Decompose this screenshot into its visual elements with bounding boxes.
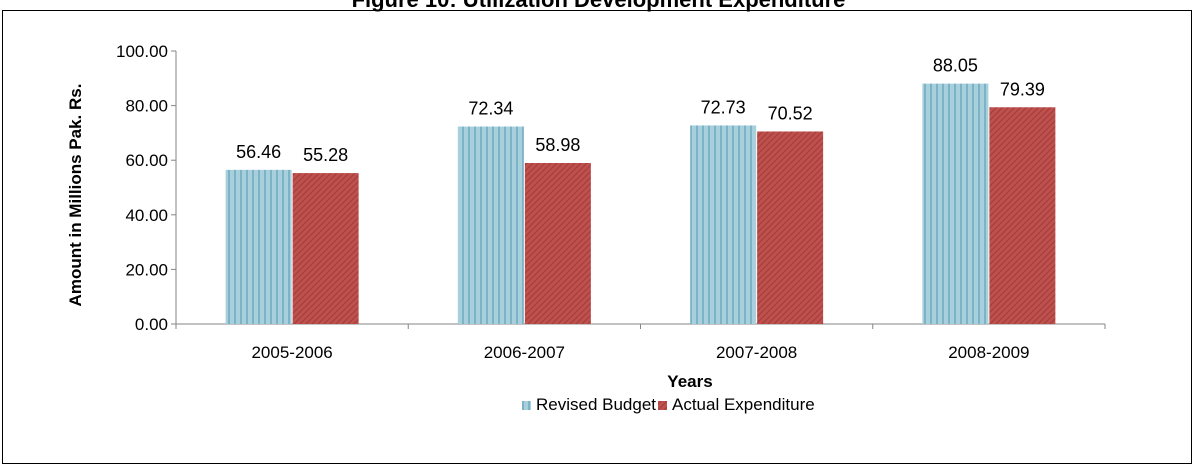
x-axis: 2005-2006 2006-2007 2007-2008 2008-2009 xyxy=(175,323,1106,362)
y-tick-label: 60.00 xyxy=(125,151,168,170)
bar-revised-budget xyxy=(457,126,524,324)
data-label: 88.05 xyxy=(933,56,978,76)
bars xyxy=(225,83,1056,325)
data-label: 55.28 xyxy=(303,145,348,165)
data-label: 58.98 xyxy=(535,135,580,155)
y-axis-title: Amount in Millions Pak. Rs. xyxy=(66,84,85,307)
y-tick-label: 80.00 xyxy=(125,97,168,116)
bar-actual-expenditure xyxy=(524,162,591,324)
data-label: 70.52 xyxy=(768,103,813,123)
legend-label: Actual Expenditure xyxy=(672,395,815,414)
y-tick-label: 100.00 xyxy=(116,42,168,61)
x-tick-label: 2005-2006 xyxy=(251,343,332,362)
legend-label: Revised Budget xyxy=(536,395,656,414)
legend-swatch xyxy=(658,401,667,410)
data-labels: 56.46 55.28 72.34 58.98 72.73 70.52 88.05 79.39 xyxy=(236,56,1045,165)
x-tick-label: 2006-2007 xyxy=(484,343,565,362)
legend: Revised Budget Actual Expenditure xyxy=(522,395,815,414)
data-label: 72.34 xyxy=(468,99,513,119)
y-tick-label: 0.00 xyxy=(135,315,168,334)
bar-revised-budget xyxy=(922,83,989,324)
x-tick-label: 2007-2008 xyxy=(716,343,797,362)
data-label: 56.46 xyxy=(236,142,281,162)
bar-actual-expenditure xyxy=(989,107,1056,325)
bar-revised-budget xyxy=(690,125,757,324)
data-label: 72.73 xyxy=(701,97,746,117)
x-tick-label: 2008-2009 xyxy=(948,343,1029,362)
bar-revised-budget xyxy=(225,169,292,324)
bar-actual-expenditure xyxy=(292,173,359,324)
y-tick-label: 20.00 xyxy=(125,260,168,279)
x-axis-title: Years xyxy=(667,372,712,391)
data-label: 79.39 xyxy=(1000,79,1045,99)
legend-swatch xyxy=(522,401,531,410)
y-axis: 0.00 20.00 40.00 60.00 80.00 100.00 xyxy=(116,42,177,334)
y-tick-label: 40.00 xyxy=(125,206,168,225)
chart-title: Figure 10: Utilization Development Expen… xyxy=(0,0,1197,12)
bar-actual-expenditure xyxy=(757,131,824,324)
